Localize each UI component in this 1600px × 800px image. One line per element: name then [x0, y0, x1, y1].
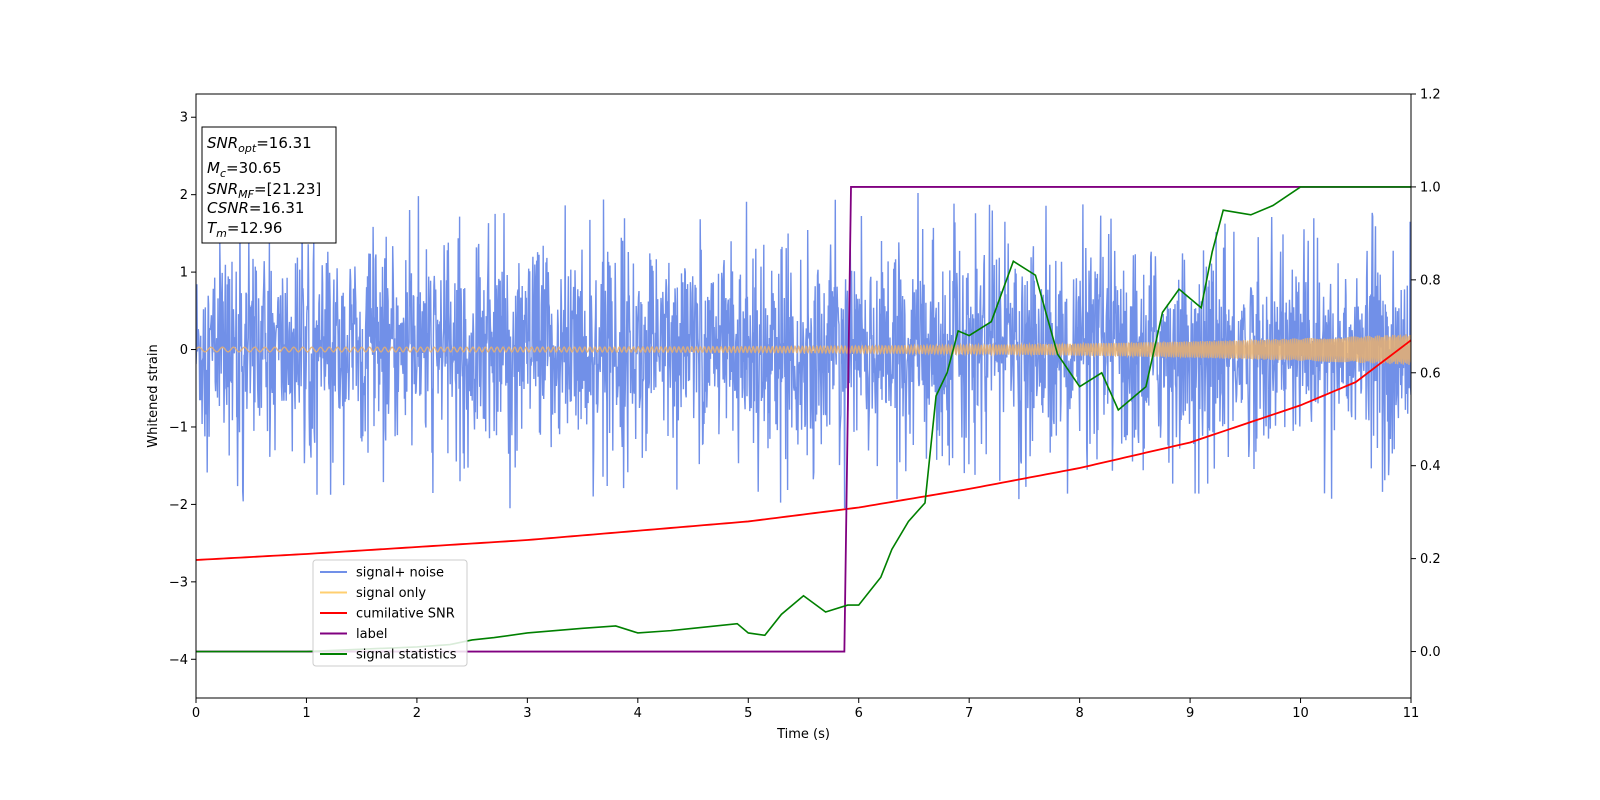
series-line-label — [196, 186, 1411, 653]
info-value: =12.96 — [227, 219, 283, 237]
legend-label: signal only — [356, 586, 426, 601]
x-axis-label: Time (s) — [776, 727, 830, 742]
x-axis: 0 1 2 3 4 5 6 7 8 9 10 11 — [192, 698, 1419, 721]
series-line-signal-only — [196, 334, 1411, 365]
y-right-tick-label: 0.6 — [1420, 366, 1441, 381]
y-right-tick-label: 1.2 — [1420, 88, 1441, 103]
y-right-tick-label: 0.8 — [1420, 273, 1441, 288]
info-line: CSNR=16.31 — [207, 199, 304, 217]
legend-label: label — [356, 627, 387, 642]
info-subscript: MF — [238, 188, 254, 201]
y-left-tick-label: 2 — [180, 188, 188, 203]
info-var: CSNR — [207, 199, 249, 217]
y-left-tick-label: −3 — [169, 575, 188, 590]
info-annotation-box: SNRopt=16.31Mc=30.65SNRMF=[21.23]CSNR=16… — [201, 126, 337, 244]
info-box-frame — [201, 126, 337, 244]
info-line: Mc=30.65 — [207, 159, 282, 180]
series-layer — [196, 186, 1411, 653]
info-line: SNRopt=16.31 — [207, 134, 312, 155]
x-tick-label: 6 — [855, 706, 863, 721]
legend-label: signal statistics — [356, 648, 457, 663]
info-value: =[21.23] — [254, 180, 321, 198]
x-tick-label: 10 — [1292, 706, 1309, 721]
plot-frame — [195, 93, 1412, 699]
info-value: =16.31 — [256, 134, 312, 152]
info-line: Tm=12.96 — [207, 219, 282, 240]
series-line-signal-statistics — [196, 186, 1411, 653]
y-right-tick-label: 0.0 — [1420, 645, 1441, 660]
x-tick-label: 11 — [1403, 706, 1420, 721]
x-tick-label: 8 — [1075, 706, 1083, 721]
info-var: SNR — [207, 180, 238, 198]
info-subscript: c — [220, 167, 226, 180]
y-left-tick-label: 0 — [180, 343, 188, 358]
info-var: SNR — [207, 134, 238, 152]
info-value: =30.65 — [226, 159, 282, 177]
x-tick-label: 2 — [413, 706, 421, 721]
x-tick-label: 9 — [1186, 706, 1194, 721]
legend-label: signal+ noise — [356, 566, 444, 581]
y-right-tick-label: 0.2 — [1420, 552, 1441, 567]
legend-frame — [312, 559, 468, 667]
y-left-tick-label: −2 — [169, 498, 188, 513]
y-left-tick-label: −1 — [169, 420, 188, 435]
info-subscript: m — [216, 227, 227, 240]
info-value: =16.31 — [249, 199, 305, 217]
x-tick-label: 0 — [192, 706, 200, 721]
y-right-tick-label: 1.0 — [1420, 180, 1441, 195]
x-tick-label: 7 — [965, 706, 973, 721]
y-left-tick-label: 1 — [180, 266, 188, 281]
series-line-cumilative-snr — [196, 339, 1411, 561]
y-left-tick-label: 3 — [180, 111, 188, 126]
y-right-tick-label: 0.4 — [1420, 459, 1441, 474]
x-tick-label: 5 — [744, 706, 752, 721]
y-left-tick-label: −4 — [169, 653, 188, 668]
info-var: T — [207, 219, 218, 237]
info-subscript: opt — [238, 142, 257, 155]
series-line-signal-plus-noise — [196, 192, 1411, 509]
info-var: M — [207, 159, 220, 177]
y-axis-right: 1.2 1.0 0.8 0.6 0.4 0.2 0.0 — [1411, 88, 1441, 660]
y-axis-label: Whitened strain — [146, 344, 161, 447]
x-tick-label: 1 — [302, 706, 310, 721]
legend-label: cumilative SNR — [356, 607, 455, 622]
info-line: SNRMF=[21.23] — [207, 180, 321, 201]
x-tick-label: 3 — [523, 706, 531, 721]
x-tick-label: 4 — [634, 706, 642, 721]
legend: signal+ noise signal only cumilative SNR la… — [312, 559, 468, 667]
y-axis-left: 3 2 1 0 −1 −2 −3 −4 — [169, 111, 196, 668]
